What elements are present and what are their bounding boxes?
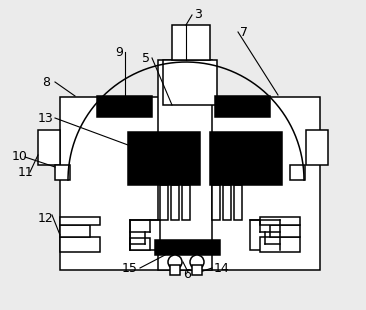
Bar bbox=[55, 165, 70, 180]
Text: 9: 9 bbox=[115, 46, 123, 59]
Text: 14: 14 bbox=[214, 262, 230, 274]
Bar bbox=[97, 96, 152, 117]
Bar bbox=[215, 96, 270, 117]
Bar bbox=[171, 185, 179, 220]
Bar bbox=[160, 185, 168, 220]
Text: 3: 3 bbox=[194, 8, 202, 21]
Text: 11: 11 bbox=[18, 166, 34, 179]
Bar bbox=[290, 165, 305, 180]
Text: 6: 6 bbox=[183, 268, 191, 281]
Bar bbox=[38, 130, 60, 165]
Text: 7: 7 bbox=[240, 25, 248, 38]
Bar bbox=[200, 97, 320, 270]
Bar bbox=[155, 240, 220, 255]
Text: 15: 15 bbox=[122, 262, 138, 274]
Bar bbox=[130, 238, 150, 250]
Bar bbox=[60, 217, 100, 225]
Bar bbox=[130, 220, 160, 250]
Text: 8: 8 bbox=[42, 76, 50, 88]
Bar bbox=[223, 185, 231, 220]
Bar bbox=[128, 132, 200, 185]
Circle shape bbox=[168, 255, 182, 269]
Bar bbox=[250, 220, 280, 250]
Text: 5: 5 bbox=[142, 51, 150, 64]
Bar bbox=[170, 265, 180, 275]
Text: 13: 13 bbox=[38, 112, 54, 125]
Bar bbox=[270, 225, 300, 237]
Bar bbox=[212, 185, 220, 220]
Circle shape bbox=[190, 255, 204, 269]
Bar bbox=[163, 60, 217, 105]
Bar bbox=[158, 60, 212, 270]
Text: 12: 12 bbox=[38, 211, 54, 224]
Bar bbox=[306, 130, 328, 165]
Bar bbox=[260, 217, 300, 225]
Bar bbox=[210, 132, 282, 185]
Bar bbox=[192, 265, 202, 275]
Text: 10: 10 bbox=[12, 150, 28, 163]
Bar bbox=[60, 225, 90, 237]
Bar bbox=[182, 185, 190, 220]
Bar bbox=[234, 185, 242, 220]
Bar bbox=[60, 237, 100, 252]
Bar bbox=[60, 97, 200, 270]
Bar bbox=[260, 237, 300, 252]
Bar bbox=[172, 25, 210, 60]
